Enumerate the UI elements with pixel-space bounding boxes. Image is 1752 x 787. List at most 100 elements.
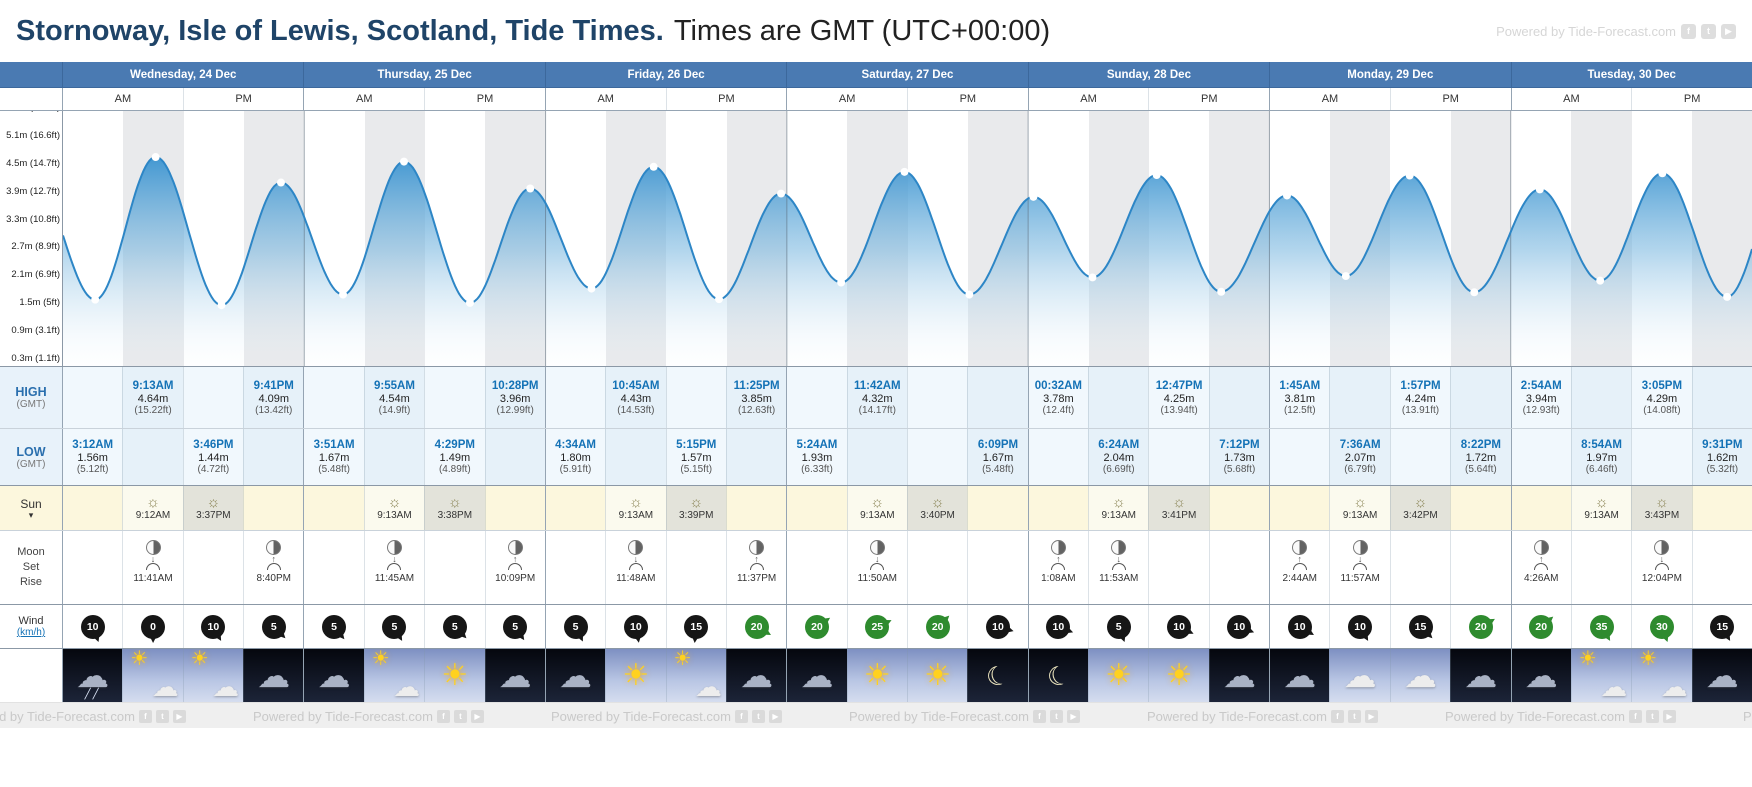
wind-unit-link[interactable]: (km/h) <box>16 627 46 638</box>
share-icon[interactable]: ▶ <box>768 709 782 723</box>
facebook-icon[interactable]: f <box>734 709 748 723</box>
twitter-icon[interactable]: t <box>1347 709 1361 723</box>
moon-phase-icon <box>1050 540 1066 555</box>
tide-day-0: 9:13AM 4.64m (15.22ft) 9:41PM 4.09m (13.42ft) <box>62 367 304 428</box>
sun-icon: ☀ <box>190 649 209 670</box>
share-icon[interactable]: ▶ <box>1066 709 1080 723</box>
low-tide-cell <box>1511 429 1571 485</box>
ampm-day-6: AM PM <box>1510 88 1752 110</box>
twitter-icon[interactable]: t <box>1701 23 1716 39</box>
moon-set-arrow-icon: ↓ <box>1357 554 1363 564</box>
cloud-icon: ☁ <box>1283 657 1317 694</box>
low-tide-cell: 7:12PM 1.73m (5.68ft) <box>1208 429 1270 485</box>
moon-rise-icon: ↑ <box>749 554 764 570</box>
twitter-icon[interactable]: t <box>1645 709 1659 723</box>
ampm-stub <box>0 88 62 110</box>
tide-time: 12:47PM <box>1155 379 1203 392</box>
weather-rain-night-icon: ☁ ╱╱ <box>63 649 123 702</box>
share-icon[interactable]: ▶ <box>1721 23 1736 39</box>
twitter-icon[interactable]: t <box>1049 709 1063 723</box>
moon-phase-icon <box>1352 540 1368 555</box>
y-axis-label: 2.7m (8.9ft) <box>11 241 60 253</box>
weather-cloud-day-icon: ☁ <box>1329 649 1390 702</box>
wind-speed-badge: 15 ▶ <box>1408 614 1435 641</box>
moon-cell: ↓ 11:50AM <box>846 531 907 604</box>
twitter-icon[interactable]: t <box>155 709 169 723</box>
weather-clear-night-icon: ☾ <box>967 649 1028 702</box>
tide-extreme-dot <box>465 298 474 307</box>
moon-set-time: 12:04PM <box>1641 573 1682 584</box>
wind-day-4: 10 ▶ 5 ▶ 10 ▶ 10 ▶ <box>1027 605 1270 648</box>
high-tide-cell: 11:25PM 3.85m (12.63ft) <box>725 367 787 428</box>
sun-row: Sun ▾ ☼ 9:12AM ☼ 3:37PM ☼ 9:13AM ☼ 3:38PM ☼ 9:13AM ☼… <box>0 485 1752 530</box>
low-tide-cell <box>484 429 545 485</box>
powered-by-footer-text: Powered by Tide-Forecast.com <box>1743 708 1752 724</box>
moon-day-1: ↓ 11:45AM ↑ 10:09PM <box>303 531 545 604</box>
twitter-icon[interactable]: t <box>751 709 765 723</box>
moon-set-icon: ↓ <box>1654 554 1669 570</box>
facebook-icon[interactable]: f <box>1032 709 1046 723</box>
low-tide-cell: 3:46PM 1.44m (4.72ft) <box>182 429 244 485</box>
wind-speed-badge: 15 ▶ <box>684 614 709 643</box>
facebook-icon[interactable]: f <box>1330 709 1344 723</box>
sun-row-toggle[interactable]: ▾ <box>28 510 34 520</box>
tide-height-m: 4.32m <box>862 392 893 405</box>
weather-partly-day-icon: ☀ ☁ <box>1570 649 1632 702</box>
tide-time: 9:13AM <box>132 379 174 392</box>
horizon-arc-icon <box>1654 563 1669 570</box>
twitter-icon[interactable]: t <box>453 709 467 723</box>
facebook-icon[interactable]: f <box>1628 709 1642 723</box>
moon-rise-time: 11:37PM <box>736 573 777 584</box>
sunrise-time: 9:13AM <box>1584 509 1619 521</box>
share-icon[interactable]: ▶ <box>172 709 186 723</box>
tide-height-m: 1.67m <box>982 452 1014 464</box>
moon-cell: ↓ 11:41AM <box>122 531 183 604</box>
sun-icon: ☀ <box>1578 649 1597 670</box>
wind-speed-badge: 10 ▶ <box>1167 614 1196 639</box>
ampm-cell: AM <box>545 88 666 110</box>
high-label: HIGH <box>15 385 47 399</box>
ampm-day-0: AM PM <box>62 88 304 110</box>
sun-empty-cell <box>1270 486 1330 530</box>
weather-partly-day-icon: ☀ ☁ <box>122 649 183 702</box>
high-tide-row: HIGH (GMT) 9:13AM 4.64m (15.22ft) 9:41PM 4.09m… <box>0 366 1752 428</box>
wind-day-1: 5 ▶ 5 ▶ 5 ▶ 5 ▶ <box>303 605 545 648</box>
sun-icon: ☀ <box>130 649 149 670</box>
share-icon[interactable]: ▶ <box>470 709 484 723</box>
sunset-cell: ☼ 3:43PM <box>1631 486 1692 530</box>
facebook-icon[interactable]: f <box>1681 23 1696 39</box>
y-axis-label: 3.9m (12.7ft) <box>6 185 60 197</box>
facebook-icon[interactable]: f <box>436 709 450 723</box>
moon-cell: ↑ 10:09PM <box>484 531 545 604</box>
horizon-arc-icon <box>749 563 764 570</box>
high-tide-cell <box>1329 367 1390 428</box>
ampm-cell: PM <box>1631 88 1752 110</box>
moon-set-icon: ↓ <box>1353 554 1368 570</box>
low-tide-cell: 7:36AM 2.07m (6.79ft) <box>1329 429 1390 485</box>
gmt-label: (GMT) <box>16 399 46 410</box>
moon-cell: ↑ 2:44AM <box>1270 531 1330 604</box>
facebook-icon[interactable]: f <box>138 709 152 723</box>
tide-time: 8:54AM <box>1581 439 1623 451</box>
moon-cell <box>1570 531 1632 604</box>
wind-speed-badge: 30 ▶ <box>1649 614 1674 643</box>
row-label-low: LOW (GMT) <box>0 429 62 485</box>
share-icon[interactable]: ▶ <box>1662 709 1676 723</box>
share-icon[interactable]: ▶ <box>1364 709 1378 723</box>
y-axis-label: 4.5m (14.7ft) <box>6 157 60 169</box>
powered-by-footer-text: Powered by Tide-Forecast.com <box>551 708 731 724</box>
powered-by-top[interactable]: Powered by Tide-Forecast.com f t ▶ <box>1496 23 1736 39</box>
tide-extreme-dot <box>1405 171 1414 180</box>
moon-set-event: ↓ 11:57AM <box>1341 540 1380 584</box>
tide-height-m: 2.07m <box>1344 452 1376 464</box>
sun-icon: ☀ <box>371 649 390 670</box>
tide-day-4: 6:24AM 2.04m (6.69ft) 7:12PM 1.73m (5.68ft) <box>1027 429 1270 485</box>
tide-extreme-dot <box>837 278 846 287</box>
